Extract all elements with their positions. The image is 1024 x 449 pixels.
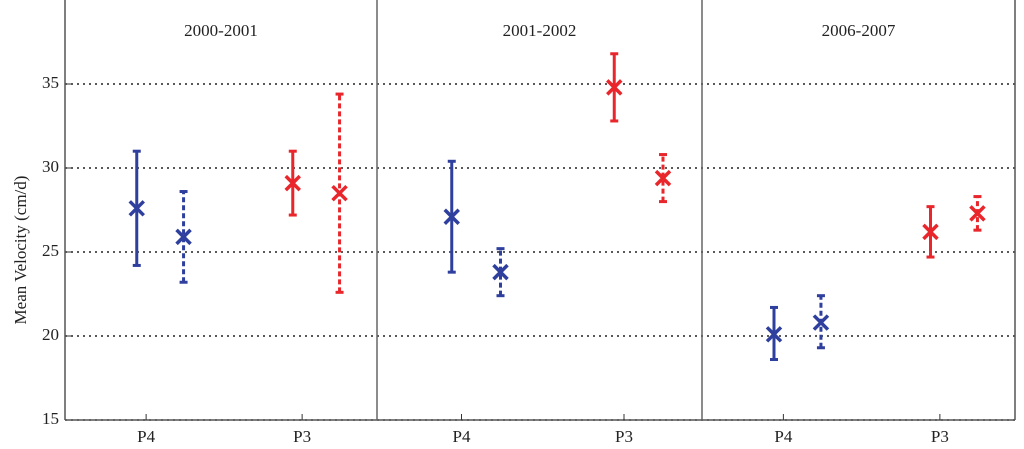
mean-marker xyxy=(331,184,348,202)
mean-marker xyxy=(443,208,460,225)
y-tick-label: 30 xyxy=(42,157,59,176)
mean-marker xyxy=(606,79,623,96)
x-tick-label: P4 xyxy=(774,427,792,446)
mean-marker xyxy=(492,263,509,281)
y-tick-label: 35 xyxy=(42,73,59,92)
mean-marker xyxy=(128,200,145,217)
x-tick-label: P4 xyxy=(453,427,471,446)
panel-title: 2000-2001 xyxy=(184,21,258,40)
mean-marker xyxy=(284,174,301,192)
mean-marker xyxy=(812,314,830,331)
y-tick-label: 15 xyxy=(42,409,59,428)
mean-marker xyxy=(765,326,783,343)
mean-marker xyxy=(969,205,986,222)
y-axis-label: Mean Velocity (cm/d) xyxy=(11,176,30,325)
mean-marker xyxy=(922,223,939,241)
x-tick-label: P3 xyxy=(293,427,311,446)
x-tick-label: P3 xyxy=(615,427,633,446)
mean-marker xyxy=(654,169,672,187)
x-tick-label: P3 xyxy=(931,427,949,446)
x-tick-label: P4 xyxy=(137,427,155,446)
panel-title: 2006-2007 xyxy=(822,21,896,40)
mean-marker xyxy=(175,228,192,246)
y-tick-label: 25 xyxy=(42,241,59,260)
panel-title: 2001-2002 xyxy=(503,21,577,40)
y-tick-label: 20 xyxy=(42,325,59,344)
